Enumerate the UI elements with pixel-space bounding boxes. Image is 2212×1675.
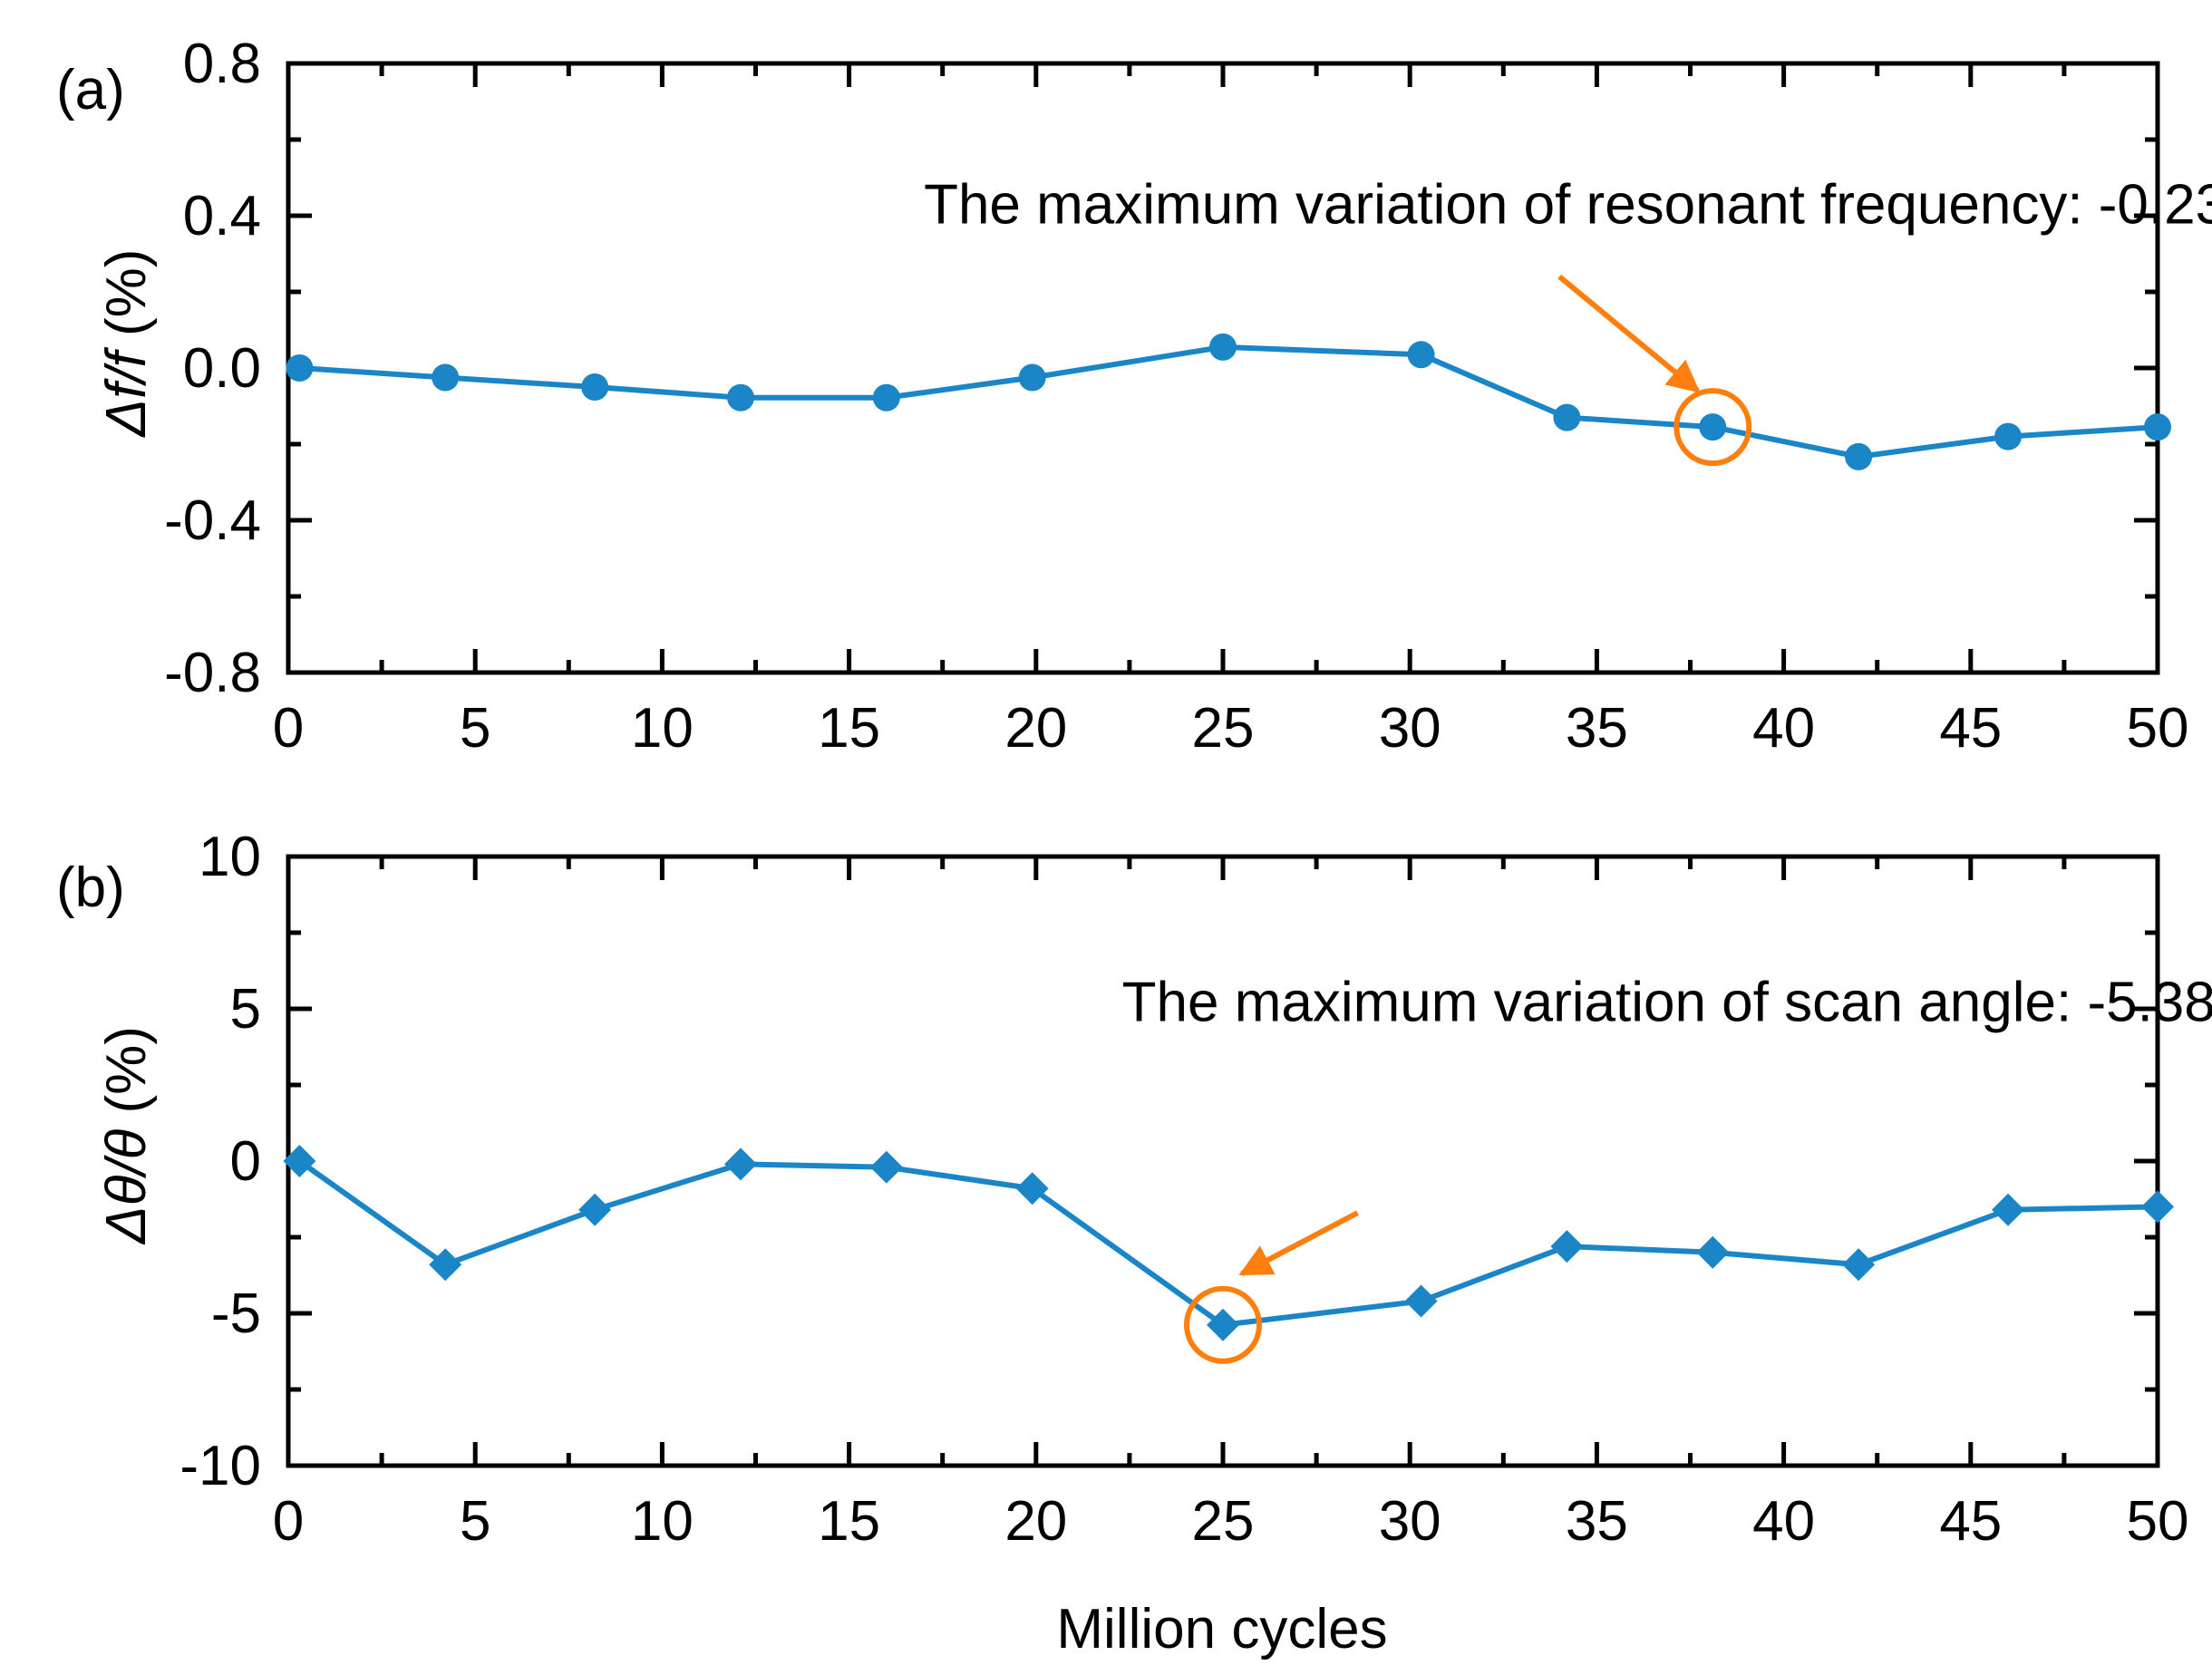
chart-panel-a: (a) Δf/f (%) The maximum variation of re… [56, 33, 2212, 760]
data-point [869, 1150, 903, 1184]
y-tick-label: -0.4 [164, 489, 261, 552]
x-tick-label: 20 [1004, 1490, 1067, 1553]
y-axis-unit: (%) [95, 1026, 158, 1129]
y-axis-symbol: Δf/f [95, 346, 158, 438]
data-point [724, 1147, 758, 1181]
data-point [1553, 403, 1581, 431]
x-tick-label: 0 [273, 1490, 304, 1553]
plot-frame [286, 61, 2160, 675]
annotation-text: The maximum variation of scan angle: -5.… [1122, 971, 2212, 1033]
data-point [1845, 442, 1873, 470]
x-tick-label: 35 [1566, 1490, 1628, 1553]
data-point [429, 1248, 462, 1282]
data-point [1404, 1284, 1438, 1318]
y-tick-label: -5 [211, 1283, 261, 1345]
data-point [2144, 413, 2171, 441]
x-tick-label: 20 [1004, 697, 1067, 760]
x-tick-label: 35 [1566, 697, 1628, 760]
x-tick-label: 15 [818, 1490, 880, 1553]
data-point [1994, 422, 2023, 450]
x-tick-label: 40 [1752, 697, 1815, 760]
data-point [1550, 1230, 1584, 1264]
y-tick-label: 0.4 [183, 185, 261, 247]
y-axis-unit: (%) [95, 249, 158, 353]
x-tick-label: 25 [1192, 697, 1255, 760]
plot-frame [286, 854, 2160, 1468]
data-point [1207, 1308, 1239, 1341]
x-tick-label: 25 [1192, 1490, 1255, 1553]
x-tick-label: 30 [1379, 697, 1441, 760]
annotation-text: The maximum variation of resonant freque… [924, 173, 2212, 236]
data-point [283, 1145, 316, 1177]
panel-label: (a) [56, 59, 125, 121]
y-tick-label: 5 [230, 978, 261, 1041]
data-point [286, 354, 314, 382]
x-tick-label: 45 [1939, 1490, 2002, 1553]
y-tick-label: 0.8 [183, 33, 261, 95]
y-axis-title: Δf/f (%) [95, 249, 158, 439]
x-tick-label: 50 [2127, 1490, 2189, 1553]
x-tick-label: 0 [273, 697, 304, 760]
data-point [872, 383, 900, 411]
x-tick-label: 10 [631, 1490, 694, 1553]
x-tick-label: 15 [818, 697, 880, 760]
annotation-arrow [1557, 274, 1701, 393]
data-point [727, 383, 755, 411]
y-axis-symbol: Δθ/θ [95, 1128, 158, 1244]
y-tick-label: 0.0 [183, 337, 261, 400]
y-tick-label: 10 [199, 826, 261, 888]
data-point [578, 1193, 612, 1226]
y-axis-title: Δθ/θ (%) [95, 1026, 158, 1245]
x-axis-title: Million cycles [1056, 1598, 1387, 1660]
y-tick-label: 0 [230, 1130, 261, 1193]
x-tick-label: 50 [2127, 697, 2189, 760]
data-point [2141, 1190, 2174, 1224]
x-tick-label: 5 [460, 1490, 490, 1553]
x-tick-label: 30 [1379, 1490, 1441, 1553]
data-point [1407, 341, 1435, 369]
data-point [1209, 333, 1237, 361]
x-tick-label: 5 [460, 697, 490, 760]
series-line [299, 344, 2159, 460]
data-point [1842, 1248, 1876, 1282]
y-tick-label: -10 [179, 1435, 261, 1497]
series-line [297, 1158, 2159, 1328]
chart-panel-b: (b) Δθ/θ (%) The maximum variation of sc… [56, 826, 2212, 1660]
data-point [1015, 1172, 1049, 1205]
highlight-circle [1184, 1285, 1262, 1364]
y-tick-label: -0.8 [164, 642, 261, 704]
highlight-circle [1674, 388, 1752, 467]
data-point [1018, 363, 1046, 392]
x-tick-label: 40 [1752, 1490, 1815, 1553]
panel-label: (b) [56, 857, 125, 919]
data-point [1696, 1235, 1730, 1269]
data-point [581, 373, 609, 401]
data-point [1699, 413, 1727, 441]
annotation-arrow [1238, 1210, 1359, 1276]
data-point [432, 363, 460, 392]
data-point [1992, 1193, 2025, 1226]
x-tick-label: 10 [631, 697, 694, 760]
x-tick-label: 45 [1939, 697, 2002, 760]
